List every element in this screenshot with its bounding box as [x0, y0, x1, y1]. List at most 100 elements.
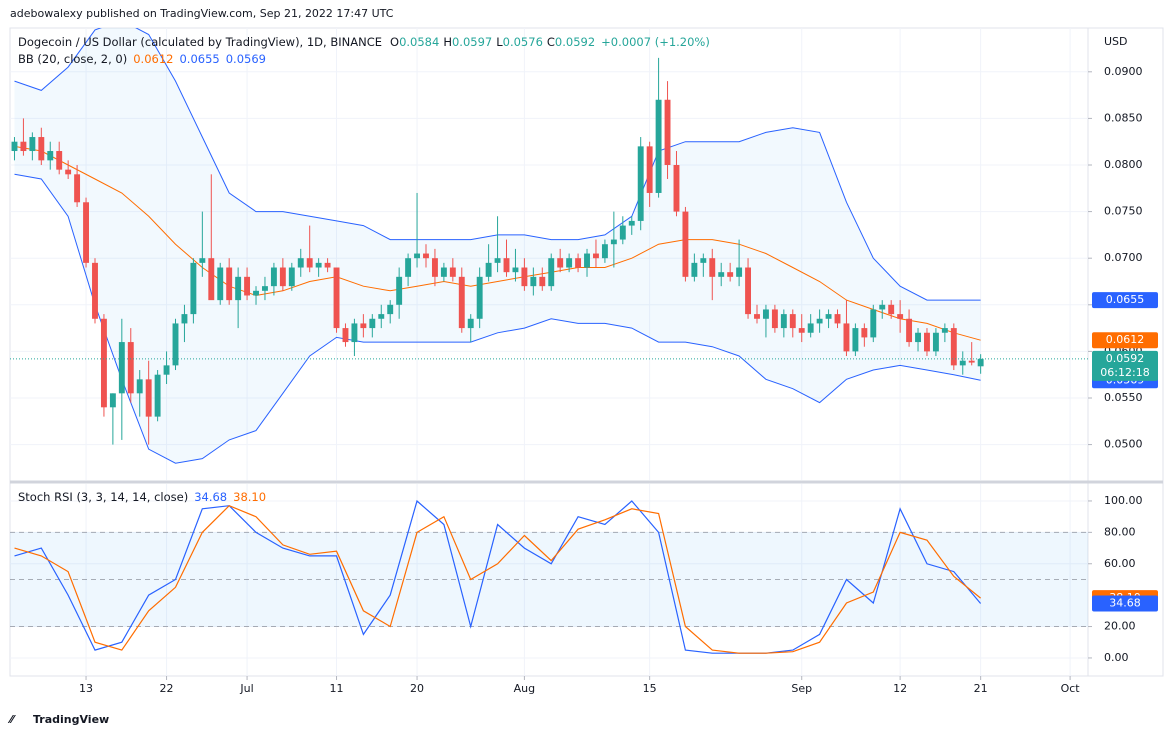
candle-body — [440, 267, 447, 277]
candle-body — [736, 267, 743, 277]
x-tick-label: Sep — [791, 682, 812, 695]
candle-body — [485, 262, 492, 277]
x-tick-label: 21 — [974, 682, 988, 695]
bb-value: 0.0569 — [226, 52, 266, 66]
candle-body — [950, 328, 957, 366]
bb-line — [14, 145, 981, 341]
candle-body — [861, 328, 868, 338]
candle-body — [494, 258, 501, 263]
candle-body — [387, 304, 394, 315]
candle-body — [852, 328, 859, 352]
candle-body — [548, 258, 555, 287]
stoch-value: 38.10 — [233, 490, 266, 504]
candle-body — [306, 258, 313, 268]
candle-body — [646, 146, 653, 193]
candle-body — [897, 314, 904, 319]
x-tick-label: 22 — [160, 682, 174, 695]
candle-body — [467, 318, 474, 329]
candle-body — [959, 360, 966, 366]
candle-body — [11, 141, 18, 152]
change: +0.0007 (+1.20%) — [601, 35, 710, 49]
candle-body — [333, 267, 340, 329]
y-tick-label: 0.0800 — [1104, 158, 1143, 171]
candle-body — [807, 323, 814, 333]
candle-body — [378, 314, 385, 319]
footer-logo: ⁄⁄ — [7, 713, 17, 726]
candle-body — [575, 258, 582, 268]
y-tick-label: 0.0750 — [1104, 205, 1143, 218]
badge-label: 0.0612 — [1106, 333, 1145, 346]
candle-body — [521, 267, 528, 287]
candle-body — [109, 393, 116, 408]
candle-body — [226, 267, 233, 301]
stoch-pane — [10, 484, 1088, 676]
ohlc-key: H — [443, 35, 452, 49]
candle-body — [977, 358, 984, 367]
candle-body — [181, 314, 188, 324]
ohlc-value: 0.0592 — [555, 35, 595, 49]
candle-body — [870, 309, 877, 338]
candle-body — [941, 328, 948, 333]
candle-body — [92, 262, 98, 319]
y-tick-label: 60.00 — [1104, 557, 1136, 570]
y-tick-label: 0.0900 — [1104, 65, 1143, 78]
candle-body — [476, 276, 483, 319]
currency: USD — [1104, 35, 1128, 48]
candle-body — [584, 253, 590, 268]
bb-name: BB (20, close, 2, 0) — [18, 52, 127, 66]
candle-body — [915, 332, 921, 343]
bb-line — [14, 173, 981, 464]
candle-body — [789, 314, 796, 329]
axes: 0.05000.05500.06000.06500.07000.07500.08… — [79, 65, 1158, 695]
x-tick-label: 13 — [79, 682, 93, 695]
ohlc-key: C — [547, 35, 555, 49]
candle-body — [682, 211, 689, 277]
price-badge — [1092, 292, 1158, 309]
candle-body — [127, 342, 134, 394]
candle-body — [423, 253, 429, 259]
candle-body — [396, 276, 403, 305]
candle-body — [56, 151, 63, 170]
ohlc-value: 0.0597 — [452, 35, 492, 49]
candle-body — [235, 276, 242, 301]
x-tick-label: Aug — [514, 682, 535, 695]
candle-body — [727, 272, 734, 277]
x-tick-label: 12 — [893, 682, 907, 695]
candle-body — [163, 365, 170, 375]
candle-body — [29, 137, 36, 152]
candle-body — [279, 267, 286, 287]
bb-value: 0.0612 — [133, 52, 173, 66]
ohlc-value: 0.0576 — [503, 35, 543, 49]
badge-label: 34.68 — [1109, 597, 1141, 610]
y-tick-label: 0.0700 — [1104, 251, 1143, 264]
bb-legend: BB (20, close, 2, 0) 0.0612 0.0655 0.0569 — [18, 52, 266, 66]
x-tick-label: Jul — [239, 682, 253, 695]
candle-body — [780, 314, 787, 329]
candle-body — [566, 258, 573, 268]
x-tick-label: 15 — [643, 682, 657, 695]
candle-body — [217, 267, 224, 301]
badge-countdown: 06:12:18 — [1100, 366, 1149, 379]
candle-body — [655, 99, 662, 193]
candle-body — [369, 318, 376, 329]
stoch-band — [10, 532, 1088, 627]
candle-body — [405, 258, 412, 277]
candle-body — [512, 267, 519, 273]
candle-body — [700, 258, 707, 263]
candle-body — [118, 342, 125, 394]
candle-body — [762, 309, 769, 319]
candle-body — [414, 253, 420, 259]
y-tick-label: 100.00 — [1104, 494, 1143, 507]
price-badge — [1092, 332, 1158, 349]
candle-body — [771, 309, 778, 329]
x-tick-label: 11 — [330, 682, 344, 695]
y-tick-label: 0.0550 — [1104, 391, 1143, 404]
candle-body — [100, 318, 107, 408]
y-tick-label: 0.0850 — [1104, 111, 1143, 124]
candle-body — [557, 258, 564, 268]
candle-body — [888, 304, 895, 315]
candle-body — [172, 323, 179, 366]
y-tick-label: 0.0500 — [1104, 438, 1143, 451]
x-tick-label: 20 — [410, 682, 424, 695]
candle-body — [458, 276, 465, 329]
